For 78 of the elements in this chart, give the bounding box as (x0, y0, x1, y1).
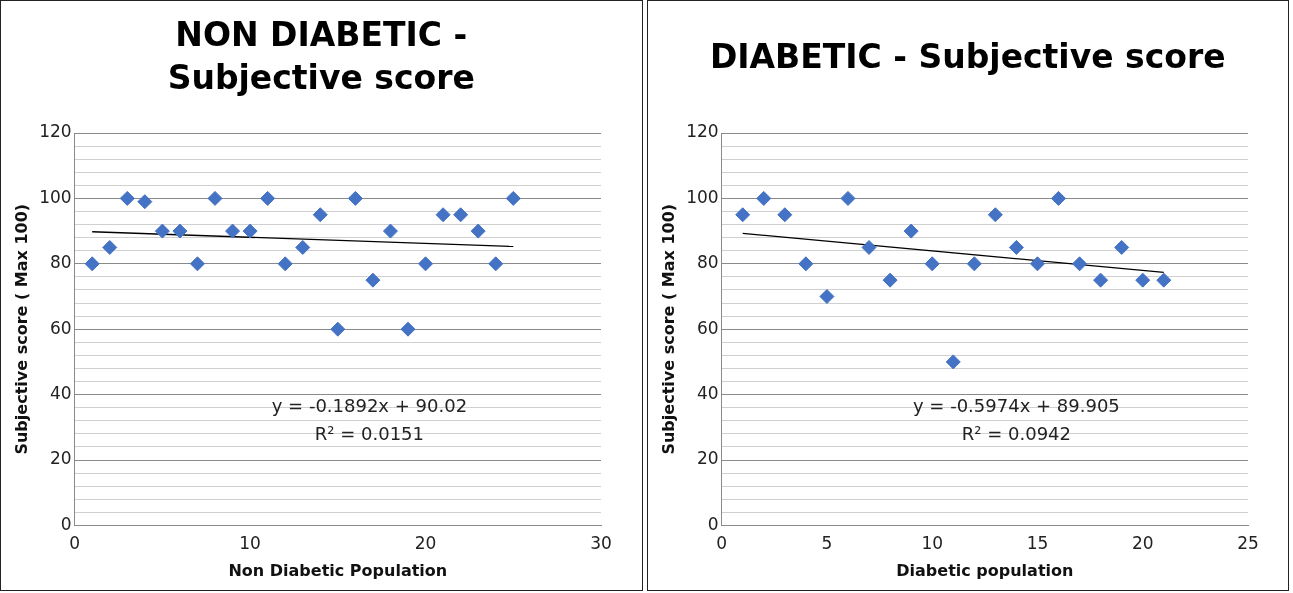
y-tick-label: 20 (50, 448, 72, 469)
point (400, 321, 416, 337)
point (755, 190, 771, 206)
y-tick-label: 60 (50, 317, 72, 338)
point (734, 207, 750, 223)
x-tick-label: 15 (1026, 533, 1048, 554)
point (818, 289, 834, 304)
point (225, 223, 241, 239)
point (488, 256, 504, 272)
point (1071, 256, 1087, 272)
y-tick-label: 100 (685, 186, 719, 207)
point (1092, 272, 1108, 288)
point (1029, 256, 1045, 272)
point (1134, 272, 1150, 288)
point (382, 223, 398, 239)
point (435, 207, 451, 223)
annotation: R² = 0.0151 (314, 423, 425, 445)
point (312, 207, 328, 223)
point (1155, 272, 1171, 288)
point (347, 190, 363, 206)
x-tick-label: 20 (414, 533, 437, 554)
x-axis-title: Diabetic population (895, 560, 1073, 580)
chart-title: DIABETIC - Subjective score (708, 35, 1227, 78)
point (207, 190, 223, 206)
point (295, 239, 311, 255)
point (1008, 239, 1024, 255)
x-axis-title: Non Diabetic Population (228, 560, 448, 580)
y-tick-label: 60 (696, 317, 719, 338)
point (1050, 190, 1066, 206)
point (903, 223, 919, 239)
point (189, 256, 205, 272)
point (505, 190, 521, 206)
point (966, 256, 982, 272)
point (137, 194, 153, 210)
y-axis-title: Subjective score ( Max 100) (11, 203, 31, 455)
y-tick-label: 120 (39, 121, 72, 142)
y-tick-label: 40 (696, 383, 719, 404)
point (1113, 239, 1129, 255)
point (119, 190, 135, 206)
y-tick-label: 80 (696, 252, 719, 273)
point (242, 223, 258, 239)
annotation: y = -0.1892x + 90.02 (271, 395, 468, 417)
y-axis-title: Subjective score ( Max 100) (658, 203, 678, 455)
point (470, 223, 486, 239)
x-tick-label: 20 (1131, 533, 1154, 554)
y-tick-label: 0 (60, 513, 72, 534)
point (365, 272, 381, 288)
point (330, 321, 346, 337)
chart-title: NON DIABETIC - Subjective score (166, 14, 476, 99)
point (418, 256, 434, 272)
point (154, 223, 170, 239)
x-tick-label: 5 (821, 533, 832, 554)
y-tick-label: 20 (696, 448, 719, 469)
point (84, 256, 100, 272)
point (453, 207, 469, 223)
point (102, 239, 118, 255)
y-tick-label: 100 (39, 186, 72, 207)
point (839, 190, 855, 206)
y-tick-label: 120 (685, 121, 719, 142)
point (924, 256, 940, 272)
y-tick-label: 80 (50, 252, 72, 273)
point (172, 223, 188, 239)
point (277, 256, 293, 272)
x-tick-label: 10 (920, 533, 943, 554)
point (776, 207, 792, 223)
point (797, 256, 813, 272)
y-tick-label: 40 (50, 383, 72, 404)
point (945, 354, 961, 370)
y-tick-label: 0 (707, 513, 719, 534)
point (861, 239, 877, 255)
x-tick-label: 10 (239, 533, 261, 554)
annotation: R² = 0.0942 (961, 423, 1071, 445)
annotation: y = -0.5974x + 89.905 (912, 395, 1120, 417)
point (260, 190, 276, 206)
point (987, 207, 1003, 223)
point (882, 272, 898, 288)
x-tick-label: 30 (590, 533, 612, 554)
x-tick-label: 25 (1236, 533, 1259, 554)
